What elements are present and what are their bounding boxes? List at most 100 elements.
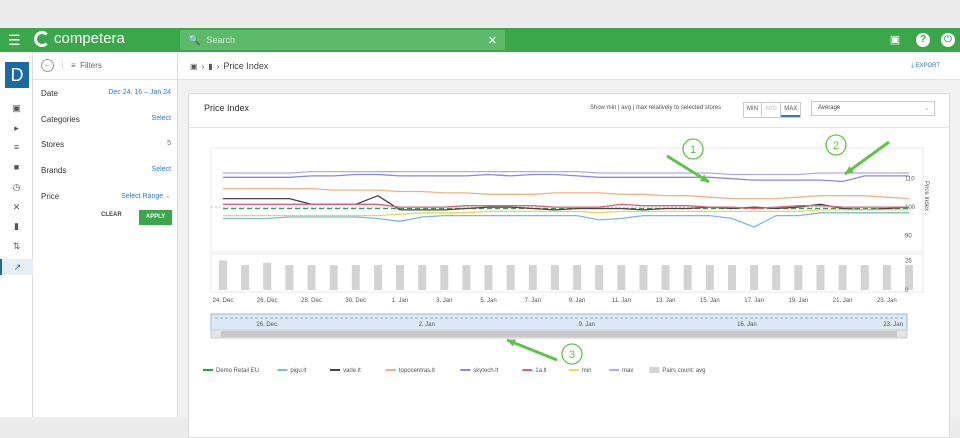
logo[interactable]: competera bbox=[34, 30, 125, 47]
chevron-down-icon: ⌄ bbox=[923, 106, 929, 112]
legend-label: skytech.lt bbox=[473, 368, 498, 374]
bar bbox=[905, 265, 913, 290]
bar bbox=[351, 265, 360, 290]
bar bbox=[285, 265, 294, 290]
bar bbox=[550, 265, 559, 290]
apply-button[interactable]: APPLY bbox=[139, 210, 172, 225]
bar bbox=[440, 265, 449, 290]
bar bbox=[241, 265, 250, 290]
bar bbox=[595, 265, 604, 290]
cart-icon[interactable]: ✕ bbox=[12, 202, 21, 212]
tag-icon[interactable]: ▸ bbox=[14, 123, 19, 133]
seg-min[interactable]: MIN bbox=[744, 103, 762, 117]
bar bbox=[373, 265, 382, 290]
y-tick-label: 110 bbox=[905, 177, 915, 183]
bar bbox=[683, 265, 692, 290]
legend-label: min bbox=[582, 368, 592, 374]
x-tick-label: 21. Jan bbox=[833, 298, 853, 304]
message-icon[interactable]: ▣ bbox=[889, 34, 901, 46]
dashboard-icon[interactable]: ▣ bbox=[190, 61, 198, 71]
filter-brands[interactable]: Brands Select bbox=[41, 166, 171, 175]
series-line-topocentras-lt bbox=[223, 187, 910, 200]
annotation-arrowhead bbox=[700, 174, 709, 182]
close-icon[interactable]: ✕ bbox=[487, 34, 497, 47]
seg-max[interactable]: MAX bbox=[781, 103, 801, 117]
bar bbox=[705, 265, 714, 290]
series-line-1a-lt bbox=[223, 203, 909, 210]
annotation-number: 2 bbox=[833, 140, 839, 152]
dashboard-icon[interactable]: ▣ bbox=[12, 103, 21, 113]
logo-mark bbox=[34, 30, 50, 47]
bar bbox=[573, 265, 582, 290]
filter-price[interactable]: Price Select Range ⌄ bbox=[41, 192, 171, 201]
chevron-right-icon: › bbox=[216, 61, 220, 71]
annotation-arrow bbox=[666, 154, 710, 184]
legend-label: Pairs count: avg bbox=[662, 368, 705, 374]
filter-date[interactable]: Date Dec 24, 16 – Jan 24 bbox=[41, 89, 171, 98]
bar bbox=[307, 265, 316, 290]
navigator-label: 2. Jan bbox=[419, 322, 435, 328]
plot-frame bbox=[210, 147, 924, 253]
top-bar: ☰ competera 🔍 ✕ ▣ ? ⏻ bbox=[0, 28, 960, 52]
search-box[interactable]: 🔍 ✕ bbox=[180, 30, 505, 50]
bar-chart-icon[interactable]: ▮ bbox=[14, 221, 19, 231]
series-line-min bbox=[223, 209, 909, 217]
filters-header: ← ≡ Filters bbox=[33, 52, 177, 80]
x-tick-label: 11. Jan bbox=[612, 298, 631, 304]
y-axis-label: Price Index bbox=[923, 181, 929, 211]
chart-card: Price Index Show min | avg | max relativ… bbox=[188, 93, 950, 438]
search-icon: 🔍 bbox=[188, 34, 201, 46]
bar bbox=[727, 265, 736, 290]
filter-categories[interactable]: Categories Select bbox=[41, 115, 171, 124]
price-index-chart: 90 100 110 Price Index 0 25 24. Dec 26. Dec 28. … bbox=[203, 134, 929, 374]
search-input[interactable] bbox=[206, 35, 488, 45]
annotation-circle bbox=[561, 343, 583, 365]
x-tick-label: 15. Jan bbox=[700, 298, 720, 304]
legend-label: varle.lt bbox=[343, 368, 361, 374]
back-icon[interactable]: ← bbox=[41, 59, 54, 72]
account-badge[interactable]: D bbox=[5, 62, 29, 88]
bar bbox=[794, 265, 803, 290]
page-title: Price Index bbox=[223, 61, 269, 71]
bar bbox=[816, 265, 825, 290]
clear-button[interactable]: CLEAR bbox=[101, 212, 122, 218]
bar bbox=[750, 265, 759, 290]
x-tick-label: 13. Jan bbox=[656, 298, 676, 304]
bar bbox=[661, 265, 670, 290]
chart-title: Price Index bbox=[204, 103, 250, 113]
breadcrumb-bar: ▣ › ▮ › Price Index ⤓ EXPORT bbox=[178, 52, 960, 80]
x-tick-label: 23. Jan bbox=[877, 298, 897, 304]
annotation-arrowhead bbox=[507, 339, 516, 347]
relative-text: Show min | avg | max relatively to selec… bbox=[590, 105, 722, 111]
export-button[interactable]: ⤓ EXPORT bbox=[911, 63, 940, 69]
filters-title[interactable]: ≡ Filters bbox=[62, 61, 102, 70]
seg-avg[interactable]: AVG bbox=[762, 103, 782, 117]
series-line-pigu-lt bbox=[223, 212, 909, 228]
navigator-label: 23. Jan bbox=[883, 322, 903, 328]
bar bbox=[462, 265, 471, 290]
bar bbox=[860, 265, 869, 290]
briefcase-icon[interactable]: ■ bbox=[13, 162, 20, 172]
legend-label: 1a.lt bbox=[535, 368, 547, 374]
bar bbox=[506, 265, 515, 290]
y-tick-label: 100 bbox=[905, 205, 916, 211]
legend-swatch bbox=[649, 367, 660, 373]
sort-icon[interactable]: ⇅ bbox=[12, 241, 21, 251]
clock-icon[interactable]: ◷ bbox=[12, 182, 21, 192]
left-rail: D ▣ ▸ ≡ ■ ◷ ✕ ▮ ⇅ ↗ bbox=[0, 52, 33, 417]
bar bbox=[528, 265, 537, 290]
bar bbox=[617, 265, 626, 290]
line-chart-icon[interactable]: ↗ bbox=[0, 259, 33, 275]
aggregation-select[interactable]: Average ⌄ bbox=[811, 101, 935, 116]
help-icon[interactable]: ? bbox=[916, 33, 930, 47]
menu-icon[interactable]: ☰ bbox=[8, 32, 21, 48]
bar bbox=[838, 265, 847, 290]
bar bbox=[418, 265, 427, 290]
x-tick-label: 3. Jan bbox=[436, 298, 452, 304]
navigator-range bbox=[210, 313, 908, 331]
filter-stores[interactable]: Stores 5 bbox=[41, 140, 171, 149]
navigator-label: 26. Dec bbox=[256, 322, 277, 328]
list-icon[interactable]: ≡ bbox=[13, 142, 20, 152]
bar-chart-icon[interactable]: ▮ bbox=[208, 61, 213, 71]
power-icon[interactable]: ⏻ bbox=[941, 33, 955, 47]
